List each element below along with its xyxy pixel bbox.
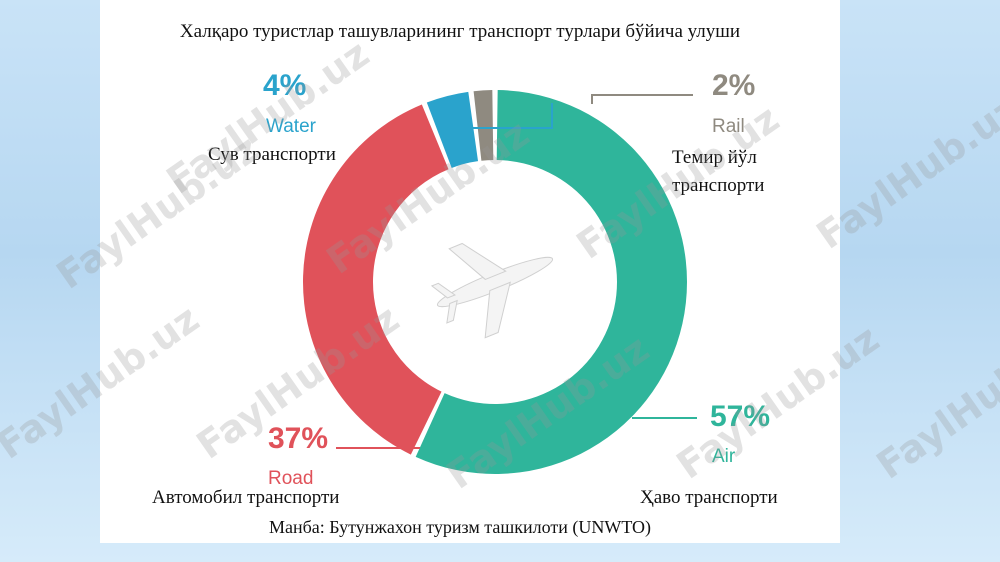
rail-leader-line [591, 94, 693, 104]
rail-uzbek-label-line1: Темир йўл [672, 147, 757, 168]
rail-percent-label: 2% [712, 69, 755, 102]
airplane-icon [430, 242, 554, 339]
road-slice [303, 104, 449, 455]
air-slice [415, 90, 688, 475]
donut-slices [303, 90, 688, 475]
watermark: FaylHub.uz [868, 316, 1000, 488]
water-uzbek-label: Сув транспорти [208, 144, 336, 165]
water-leader-line [458, 103, 553, 129]
air-english-label: Air [712, 446, 736, 467]
air-percent-label: 57% [710, 400, 770, 433]
rail-slice [473, 90, 494, 161]
road-uzbek-label: Автомобил транспорти [152, 487, 339, 508]
water-percent-label: 4% [263, 69, 306, 102]
donut-chart: Халқаро туристлар ташувларининг транспор… [152, 21, 778, 538]
rail-uzbek-label-line2: транспорти [672, 175, 764, 196]
chart-source: Манба: Бутунжахон туризм ташкилоти (UNWT… [269, 517, 651, 538]
rail-english-label: Rail [712, 116, 745, 137]
water-slice [426, 91, 479, 168]
chart-title: Халқаро туристлар ташувларининг транспор… [180, 21, 740, 42]
air-uzbek-label: Ҳаво транспорти [640, 487, 778, 508]
slide: Халқаро туристлар ташувларининг транспор… [100, 0, 840, 543]
road-percent-label: 37% [268, 422, 328, 455]
water-english-label: Water [266, 116, 317, 137]
road-english-label: Road [268, 468, 313, 489]
